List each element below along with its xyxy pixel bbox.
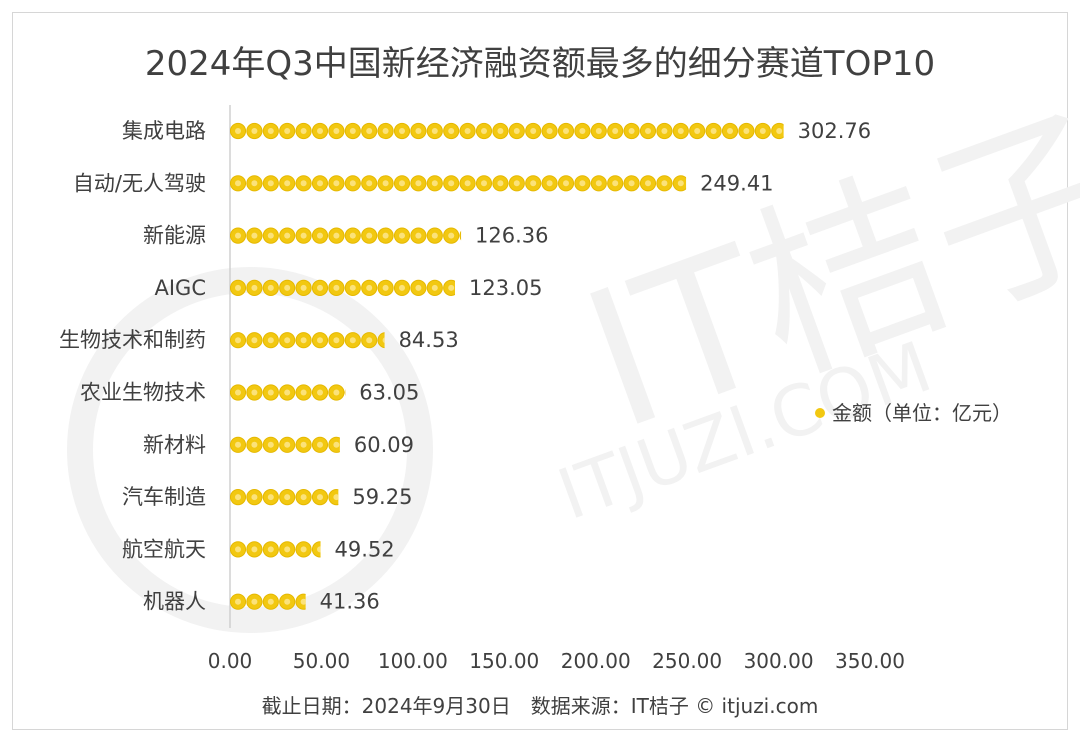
category-label: 新能源 [143, 224, 206, 248]
bar [230, 489, 339, 506]
legend-label: 金额（单位：亿元） [832, 401, 1012, 425]
value-label: 249.41 [700, 171, 773, 195]
bar [230, 593, 306, 610]
value-label: 126.36 [475, 224, 548, 248]
legend: 金额（单位：亿元） [815, 401, 1012, 425]
category-label: AIGC [155, 276, 207, 300]
bar [230, 227, 462, 244]
bar [230, 332, 385, 349]
x-tick-label: 150.00 [469, 649, 539, 673]
x-tick-label: 300.00 [744, 649, 814, 673]
value-label: 59.25 [352, 485, 412, 509]
bar [230, 541, 321, 558]
value-label: 41.36 [320, 590, 380, 614]
category-label: 农业生物技术 [80, 381, 206, 405]
value-labels: 302.76 249.41 126.36 123.05 84.53 63.05 60.09 5… [320, 119, 871, 614]
x-tick-label: 200.00 [561, 649, 631, 673]
value-label: 60.09 [354, 433, 414, 457]
x-tick-label: 250.00 [652, 649, 722, 673]
value-label: 63.05 [359, 381, 419, 405]
category-label: 新材料 [143, 433, 206, 457]
value-label: 302.76 [798, 119, 871, 143]
watermark-circle [67, 267, 433, 633]
value-label: 84.53 [399, 328, 459, 352]
bar [230, 122, 784, 140]
bar [230, 436, 340, 453]
category-label: 集成电路 [122, 119, 206, 143]
category-label: 自动/无人驾驶 [73, 171, 206, 195]
value-label: 123.05 [469, 276, 542, 300]
category-label: 机器人 [143, 590, 206, 614]
category-label: 汽车制造 [122, 485, 206, 509]
category-label: 生物技术和制药 [59, 328, 206, 352]
bar [230, 175, 687, 192]
x-tick-label: 50.00 [293, 649, 350, 673]
legend-marker [815, 408, 825, 418]
footer-source: 截止日期：2024年9月30日 数据来源：IT桔子 © itjuzi.com [261, 694, 819, 718]
x-tick-label: 0.00 [208, 649, 253, 673]
bar [230, 384, 346, 401]
chart-title: 2024年Q3中国新经济融资额最多的细分赛道TOP10 [144, 44, 936, 84]
value-label: 49.52 [335, 537, 395, 561]
bar [230, 279, 456, 296]
x-tick-labels: 0.00 50.00 100.00 150.00 200.00 250.00 300.00 3… [208, 649, 905, 673]
bars-layer [230, 122, 784, 610]
category-label: 航空航天 [122, 537, 206, 561]
x-tick-label: 350.00 [835, 649, 905, 673]
x-tick-label: 100.00 [378, 649, 448, 673]
